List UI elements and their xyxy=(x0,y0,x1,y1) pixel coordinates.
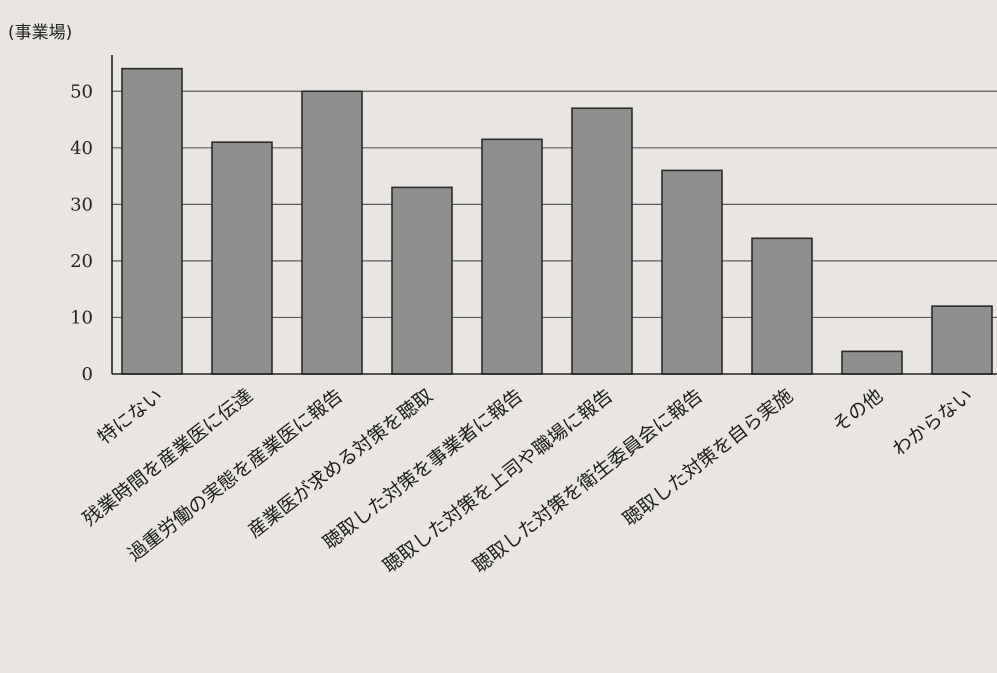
bar-5 xyxy=(481,138,543,375)
x-tick-label-9: その他 xyxy=(829,385,887,437)
bar-4 xyxy=(391,186,453,375)
x-tick-label-1: 特にない xyxy=(94,385,167,449)
bars xyxy=(121,67,993,375)
y-tick-label-0: 0 xyxy=(82,364,93,385)
bar-2 xyxy=(211,141,273,375)
bar-1 xyxy=(121,67,183,375)
y-tick-label-20: 20 xyxy=(70,251,93,272)
bar-8 xyxy=(751,237,813,375)
y-tick-label-30: 30 xyxy=(70,194,93,215)
y-tick-label-10: 10 xyxy=(70,307,93,328)
bar-10 xyxy=(931,305,993,375)
axes: 0 10 20 30 40 50 xyxy=(70,55,997,385)
category-labels: 特にない残業時間を産業医に伝達過重労働の実態を産業医に報告産業医が求める対策を聴… xyxy=(79,385,977,578)
y-tick-label-40: 40 xyxy=(70,138,93,159)
x-tick-label-2: 残業時間を産業医に伝達 xyxy=(79,385,257,531)
bar-6 xyxy=(571,107,633,375)
y-tick-label-50: 50 xyxy=(70,81,93,102)
y-axis-unit-label: (事業場) xyxy=(8,23,72,43)
x-tick-label-10: わからない xyxy=(889,385,977,461)
bar-9 xyxy=(841,350,903,375)
x-tick-label-8: 聴取した対策を自ら実施 xyxy=(619,385,797,531)
bar-3 xyxy=(301,90,363,375)
bar-7 xyxy=(661,169,723,375)
